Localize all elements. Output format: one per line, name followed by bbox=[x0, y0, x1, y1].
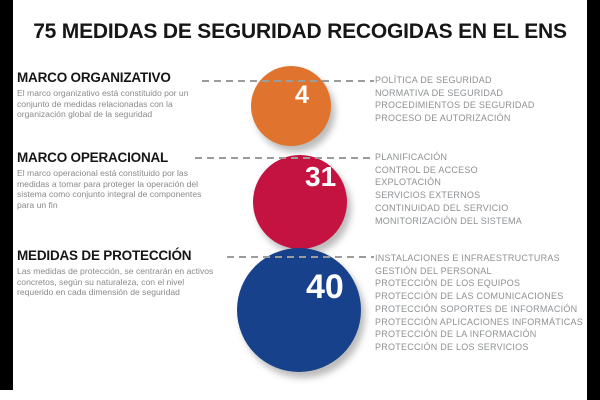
section-description: Las medidas de protección, se centrarán … bbox=[17, 266, 214, 298]
measure-list: PLANIFICACIÓN CONTROL DE ACCESO EXPLOTACIÓ… bbox=[375, 151, 587, 227]
letterbox-left-bar bbox=[0, 0, 13, 390]
measure-item: INSTALACIONES E INFRAESTRUCTURAS bbox=[375, 253, 560, 263]
dashed-connector-line bbox=[227, 256, 374, 258]
measure-item: CONTINUIDAD DEL SERVICIO bbox=[375, 202, 509, 213]
measure-item: PROTECCIÓN DE LAS COMUNICACIONES bbox=[375, 291, 564, 302]
measure-item: PROTECCIÓN DE LA INFORMACIÓN bbox=[375, 329, 537, 340]
count-value: 31 bbox=[305, 161, 337, 192]
measure-item: PROTECCIÓN SOPORTES DE INFORMACIÓN bbox=[375, 303, 578, 314]
measure-item: POLÍTICA DE SEGURIDAD bbox=[375, 75, 492, 85]
section-heading: MARCO ORGANIZATIVO bbox=[17, 70, 171, 85]
measure-list: POLÍTICA DE SEGURIDAD NORMATIVA DE SEGURI… bbox=[375, 74, 587, 125]
measure-item: MONITORIZACIÓN DEL SISTEMA bbox=[375, 215, 523, 226]
count-value: 4 bbox=[295, 81, 309, 109]
measure-item: PROTECCIÓN DE LOS EQUIPOS bbox=[375, 278, 521, 289]
measure-item: CONTROL DE ACCESO bbox=[375, 164, 478, 175]
section-text-block: MARCO ORGANIZATIVO El marco organizativo… bbox=[17, 70, 227, 120]
dashed-connector-line bbox=[195, 157, 374, 159]
measure-item: SERVICIOS EXTERNOS bbox=[375, 190, 481, 201]
section-heading: MEDIDAS DE PROTECCIÓN bbox=[17, 248, 192, 263]
count-value: 40 bbox=[306, 268, 344, 306]
measure-item: NORMATIVA DE SEGURIDAD bbox=[375, 87, 504, 98]
letterbox-right-bar bbox=[587, 0, 600, 400]
section-heading: MARCO OPERACIONAL bbox=[17, 150, 169, 165]
measure-item: PROCEDIMIENTOS DE SEGURIDAD bbox=[375, 100, 535, 111]
measure-item: GESTIÓN DEL PERSONAL bbox=[375, 265, 492, 276]
measure-item: PROTECCIÓN DE LOS SERVICIOS bbox=[375, 341, 529, 352]
section-description: El marco organizativo está constituido p… bbox=[17, 88, 189, 120]
measure-item: PROTECCIÓN APLICACIONES INFORMÁTICAS bbox=[375, 316, 584, 327]
count-circle-organizativo: 4 bbox=[251, 66, 331, 146]
dashed-connector-line bbox=[202, 80, 374, 82]
measure-item: PLANIFICACIÓN bbox=[375, 152, 448, 162]
section-text-block: MARCO OPERACIONAL El marco operacional e… bbox=[17, 150, 227, 210]
section-description: El marco operacional está constituido po… bbox=[17, 168, 202, 210]
count-circle-proteccion: 40 bbox=[237, 248, 361, 372]
measure-item: PROCESO DE AUTORIZACIÓN bbox=[375, 113, 511, 124]
measure-item: EXPLOTACIÓN bbox=[375, 177, 442, 188]
section-text-block: MEDIDAS DE PROTECCIÓN Las medidas de pro… bbox=[17, 248, 227, 298]
count-circle-operacional: 31 bbox=[253, 155, 347, 249]
page-title: 75 MEDIDAS DE SEGURIDAD RECOGIDAS EN EL … bbox=[33, 20, 567, 43]
measure-list: INSTALACIONES E INFRAESTRUCTURAS GESTIÓN … bbox=[375, 252, 587, 354]
